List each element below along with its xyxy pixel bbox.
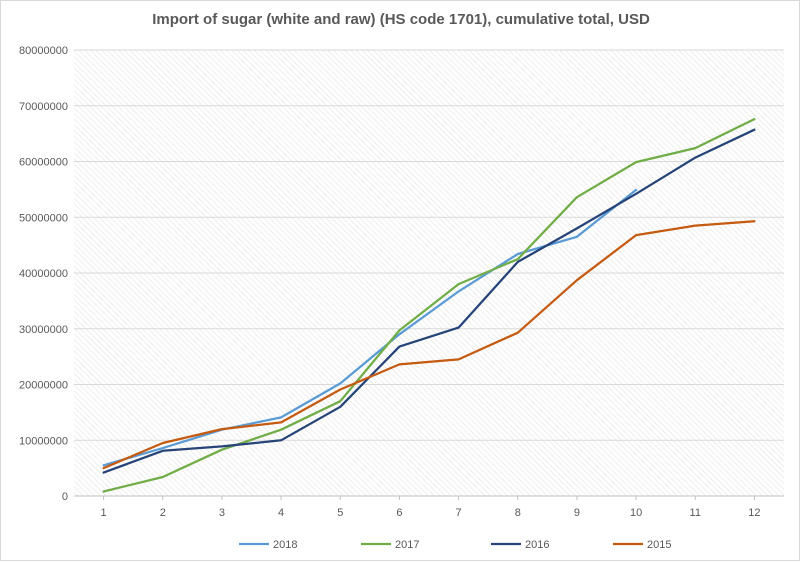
y-tick-label: 40000000 — [19, 268, 68, 280]
legend-label-2017: 2017 — [395, 539, 419, 551]
x-tick-label: 3 — [219, 507, 225, 519]
x-tick-label: 12 — [748, 507, 760, 519]
x-tick-label: 7 — [456, 507, 462, 519]
x-tick-label: 11 — [690, 507, 701, 519]
legend-label-2018: 2018 — [273, 539, 297, 551]
x-tick-label: 1 — [101, 507, 107, 519]
legend-label-2015: 2015 — [647, 539, 671, 551]
x-tick-label: 10 — [630, 507, 642, 519]
y-tick-label: 20000000 — [19, 380, 68, 392]
y-tick-label: 50000000 — [19, 212, 68, 224]
x-tick-label: 2 — [160, 507, 166, 519]
x-tick-label: 6 — [396, 507, 402, 519]
y-tick-label: 70000000 — [19, 101, 68, 113]
x-tick-label: 5 — [337, 507, 343, 519]
y-tick-label: 10000000 — [19, 435, 68, 447]
x-tick-label: 8 — [515, 507, 521, 519]
x-tick-label: 9 — [574, 507, 580, 519]
y-tick-label: 0 — [62, 491, 68, 503]
x-tick-label: 4 — [278, 507, 284, 519]
y-tick-label: 80000000 — [19, 45, 68, 57]
y-tick-label: 60000000 — [19, 157, 68, 169]
y-tick-label: 30000000 — [19, 324, 68, 336]
legend-label-2016: 2016 — [525, 539, 549, 551]
